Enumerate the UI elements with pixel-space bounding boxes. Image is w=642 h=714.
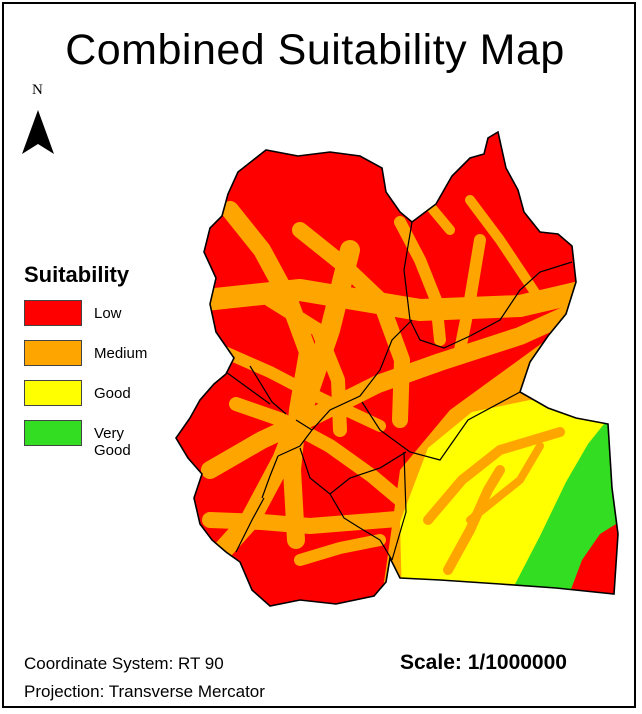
legend-label-low: Low <box>94 305 122 322</box>
legend-item-medium: Medium <box>24 340 147 380</box>
map-title: Combined Suitability Map <box>65 26 565 74</box>
legend-title: Suitability <box>24 262 130 287</box>
medium-strips-good <box>423 427 565 575</box>
coordinate-system: Coordinate System: RT 90 <box>24 654 224 673</box>
legend-label-very-good: Very Good <box>94 425 131 459</box>
legend-swatch-good <box>24 380 82 406</box>
legend-item-low: Low <box>24 300 129 340</box>
north-arrow: N <box>20 82 56 160</box>
legend-swatch-low <box>24 300 82 326</box>
medium-corridors <box>194 167 609 570</box>
legend-item-good: Good <box>24 380 131 420</box>
legend: Suitability Low Medium Good Very Good <box>24 262 147 460</box>
legend-label-good: Good <box>94 385 131 402</box>
legend-swatch-very-good <box>24 420 82 446</box>
legend-swatch-medium <box>24 340 82 366</box>
district-boundaries <box>175 131 619 607</box>
legend-item-very-good: Very Good <box>24 420 131 460</box>
north-label: N <box>32 82 43 98</box>
map-scale: Scale: 1/1000000 <box>400 651 567 674</box>
north-arrow-icon <box>22 110 54 154</box>
suitability-zones <box>176 132 618 606</box>
projection: Projection: Transverse Mercator <box>24 682 265 701</box>
legend-label-medium: Medium <box>94 345 148 362</box>
